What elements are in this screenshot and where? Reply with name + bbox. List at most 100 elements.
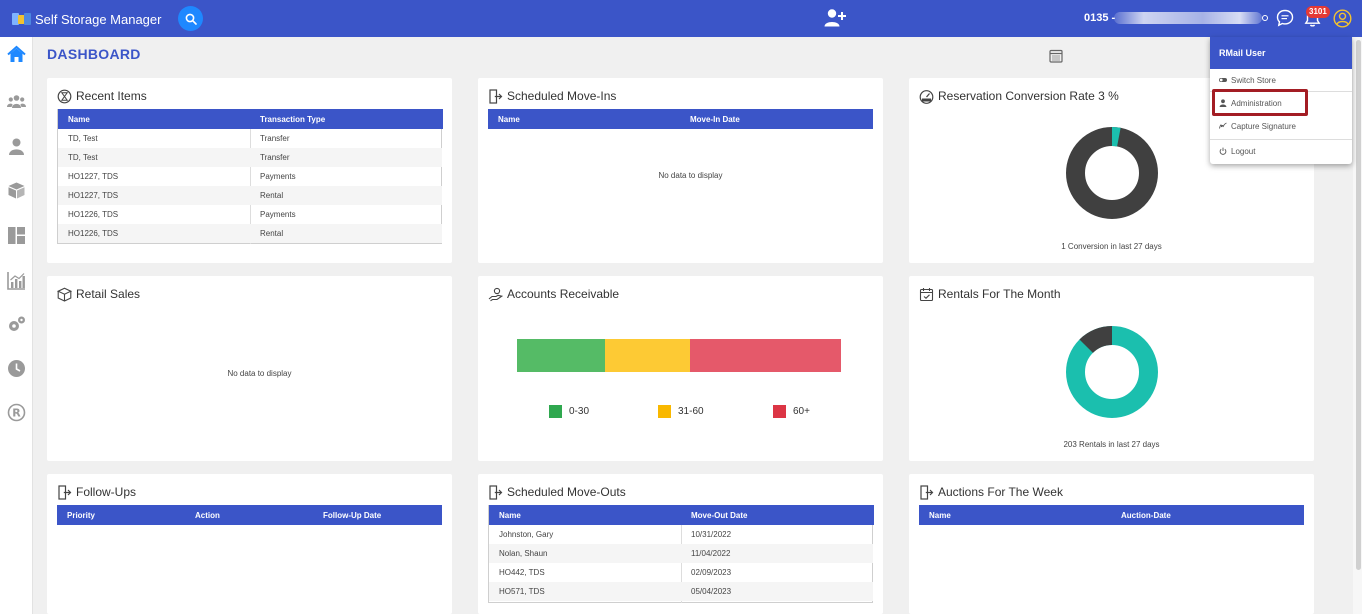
capture-signature-menu-item[interactable]: Capture Signature	[1210, 115, 1352, 137]
table-row[interactable]: HO571, TDS 05/04/2023	[489, 582, 873, 601]
recent-items-icon	[57, 89, 72, 103]
recent-items-card: Recent Items Name Transaction Type TD, T…	[47, 78, 452, 263]
administration-highlight	[1212, 89, 1308, 116]
menu-divider	[1210, 139, 1352, 140]
rentals-caption: 203 Rentals in last 27 days	[1063, 440, 1160, 449]
door-icon	[58, 484, 72, 500]
table-row[interactable]: HO442, TDS 02/09/2023	[499, 568, 732, 577]
store-name-redacted[interactable]	[1114, 12, 1262, 24]
table-row[interactable]: HO1226, TDS Rental	[58, 224, 442, 243]
logout-menu-item[interactable]: Logout	[1210, 140, 1352, 162]
table-header: Name Transaction Type	[58, 109, 443, 129]
calendar-icon[interactable]	[1049, 49, 1063, 63]
add-user-icon[interactable]	[823, 8, 847, 28]
column-header: Name	[68, 115, 90, 124]
user-icon[interactable]	[7, 137, 26, 156]
rentals-header: Rentals For The Month	[919, 286, 1061, 302]
move-outs-table: Name Move-Out Date Johnston, Gary 10/31/2…	[488, 505, 874, 603]
conversion-donut-chart	[1066, 127, 1158, 219]
notification-badge: 3101	[1306, 6, 1330, 18]
follow-ups-card: Follow-Ups Priority Action Follow-Up Dat…	[47, 474, 452, 614]
donut-remaining-segment	[1066, 127, 1158, 219]
search-icon	[185, 13, 197, 25]
column-header: Auction-Date	[1121, 511, 1171, 520]
donut-conversion-segment	[1066, 127, 1158, 219]
home-icon[interactable]	[7, 45, 26, 64]
table-row[interactable]: TD, Test Transfer	[68, 134, 290, 143]
legend-label-31-60: 31-60	[678, 406, 704, 417]
table-row[interactable]: HO1226, TDS Payments	[68, 210, 296, 219]
ar-bar-31-60[interactable]	[605, 339, 690, 372]
card-title: Auctions For The Week	[938, 485, 1063, 499]
scheduled-move-outs-card: Scheduled Move-Outs Name Move-Out Date J…	[478, 474, 883, 614]
conversion-caption: 1 Conversion in last 27 days	[1061, 242, 1162, 251]
column-divider	[681, 525, 682, 603]
column-header: Transaction Type	[260, 115, 326, 124]
table-row[interactable]: TD, Test Transfer	[58, 148, 442, 167]
scheduled-move-ins-card: Scheduled Move-Ins Name Move-In Date No …	[478, 78, 883, 263]
svg-text:R: R	[12, 407, 21, 420]
admin-user-icon	[1219, 99, 1227, 107]
auctions-header: Auctions For The Week	[919, 484, 1063, 500]
toggle-icon	[1219, 78, 1227, 82]
registered-icon[interactable]: R	[7, 403, 26, 422]
administration-menu-item[interactable]: Administration	[1210, 92, 1352, 114]
logo-mark-icon	[12, 13, 32, 25]
move-ins-header: Scheduled Move-Ins	[488, 88, 616, 104]
table-header: Priority Action Follow-Up Date	[57, 505, 442, 525]
store-code[interactable]: 0135 -	[1084, 12, 1116, 24]
move-outs-header: Scheduled Move-Outs	[488, 484, 626, 500]
ar-bar-60-plus[interactable]	[690, 339, 841, 372]
chat-icon[interactable]	[1276, 9, 1294, 27]
card-title: Accounts Receivable	[507, 287, 620, 301]
accounts-receivable-header: Accounts Receivable	[488, 286, 619, 302]
empty-message: No data to display	[658, 171, 723, 180]
gauge-icon	[919, 89, 934, 104]
door-icon	[489, 88, 503, 104]
app-title: Self Storage Manager	[35, 11, 162, 27]
column-header: Name	[499, 511, 521, 520]
clock-icon[interactable]	[7, 359, 26, 378]
search-button[interactable]	[178, 6, 203, 31]
column-header: Name	[498, 115, 520, 124]
column-header: Move-In Date	[690, 115, 740, 124]
card-title: Scheduled Move-Outs	[507, 485, 626, 499]
power-icon	[1219, 147, 1227, 155]
app-logo[interactable]: Self Storage Manager	[12, 9, 161, 29]
column-header: Follow-Up Date	[323, 511, 382, 520]
scrollbar-thumb[interactable]	[1356, 40, 1361, 570]
team-icon[interactable]	[7, 92, 26, 111]
table-row[interactable]: HO1227, TDS Payments	[68, 172, 296, 181]
switch-store-menu-item[interactable]: Switch Store	[1210, 69, 1352, 91]
layout-icon[interactable]	[7, 226, 26, 245]
card-title: Follow-Ups	[76, 485, 137, 499]
legend-label-0-30: 0-30	[569, 406, 590, 417]
hand-money-icon	[488, 287, 503, 301]
user-menu-dropdown: RMail User Switch Store Administration C…	[1210, 37, 1352, 164]
page-title: DASHBOARD	[47, 46, 141, 62]
settings-icon[interactable]	[7, 315, 26, 334]
table-header: Name Move-Out Date	[489, 505, 874, 525]
table-row[interactable]: Nolan, Shaun 11/04/2022	[489, 544, 873, 563]
ar-bar-0-30[interactable]	[517, 339, 605, 372]
reservation-header: Reservation Conversion Rate 3 %	[919, 88, 1119, 104]
table-row[interactable]: HO1227, TDS Rental	[58, 186, 442, 205]
signature-icon	[1219, 122, 1227, 129]
column-header: Action	[195, 511, 220, 520]
donut-rentals-segment	[1066, 326, 1158, 418]
user-account-icon[interactable]	[1333, 9, 1352, 28]
legend-swatch-0-30	[549, 405, 562, 418]
table-row[interactable]: Johnston, Gary 10/31/2022	[499, 530, 732, 539]
calendar-check-icon	[919, 287, 934, 301]
card-title: Reservation Conversion Rate 3 %	[938, 89, 1119, 103]
package-icon	[57, 287, 72, 302]
chart-icon[interactable]	[7, 271, 26, 290]
column-header: Priority	[67, 511, 96, 520]
column-header: Move-Out Date	[691, 511, 748, 520]
follow-ups-header: Follow-Ups	[57, 484, 136, 500]
legend-label-60-plus: 60+	[793, 406, 810, 417]
legend-swatch-60-plus	[773, 405, 786, 418]
table-header: Name Auction-Date	[919, 505, 1304, 525]
box-icon[interactable]	[7, 181, 26, 200]
card-title: Rentals For The Month	[938, 287, 1061, 301]
